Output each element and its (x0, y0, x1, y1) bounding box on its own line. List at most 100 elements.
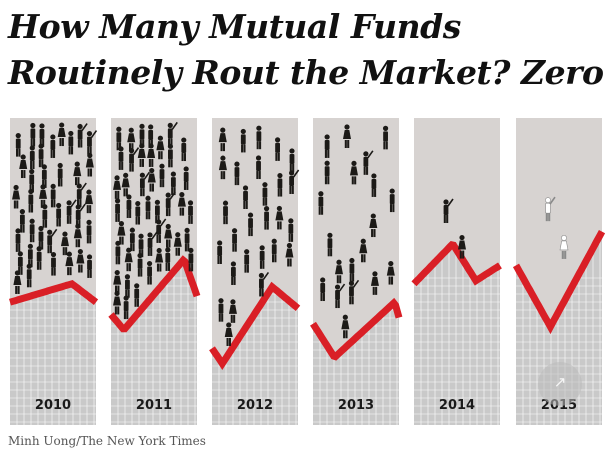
person-body (228, 304, 237, 314)
fund-figures (318, 124, 395, 339)
year-panel-2010: 2010 (9, 118, 99, 425)
person-body (349, 166, 358, 176)
person-body (335, 265, 344, 275)
person-body (559, 240, 569, 251)
person-head (289, 170, 295, 176)
person-body (458, 240, 466, 250)
person-head (15, 133, 21, 139)
person-body (86, 225, 92, 236)
person-body (19, 160, 28, 170)
person-head (459, 234, 465, 241)
person-body (28, 194, 34, 205)
person-head (15, 228, 21, 234)
person-head (66, 200, 72, 206)
person-body (156, 224, 162, 235)
person-body (121, 178, 130, 188)
year-panel-2011: 2011 (108, 118, 201, 425)
person-head (256, 125, 262, 131)
chart-title-line-1: How Many Mutual Funds (8, 7, 461, 46)
person-head (124, 274, 131, 280)
person-body (275, 211, 284, 221)
person-body (26, 269, 32, 280)
person-body (60, 237, 69, 247)
person-head (29, 218, 35, 224)
person-body (148, 129, 154, 140)
person-head (389, 188, 395, 194)
person-head (86, 219, 92, 225)
person-head (50, 134, 56, 140)
person-head (222, 200, 229, 206)
person-body (17, 256, 23, 267)
person-head (27, 243, 33, 249)
person-body (244, 254, 250, 265)
person-head (258, 272, 265, 279)
year-label-2014: 2014 (439, 398, 475, 413)
person-body (84, 195, 93, 205)
person-body (139, 178, 145, 189)
person-body (218, 303, 224, 314)
person-head (77, 248, 83, 255)
person-body (271, 244, 277, 255)
person-head (327, 232, 333, 238)
person-body (369, 219, 378, 229)
person-body (324, 166, 330, 177)
person-body (145, 201, 151, 212)
person-head (57, 162, 63, 169)
expand-button[interactable]: ↗ (538, 362, 582, 406)
person-body (137, 148, 146, 158)
person-body (275, 142, 280, 153)
person-body (181, 143, 187, 154)
person-body (320, 283, 326, 294)
person-body (156, 141, 165, 151)
person-head (74, 161, 80, 167)
person-head (159, 163, 165, 169)
expand-arrow-icon: ↗ (553, 373, 567, 391)
year-panel-2012: 2012 (209, 118, 301, 425)
market-trend-line (209, 281, 301, 370)
person-body (129, 153, 134, 164)
person-head (38, 225, 44, 232)
person-body (30, 128, 36, 139)
market-grid-area (313, 303, 399, 425)
person-body (51, 257, 56, 268)
person-head (259, 245, 265, 251)
person-raised-arm (79, 203, 86, 212)
person-head (217, 240, 223, 246)
person-body (184, 233, 190, 244)
person-head (123, 295, 129, 301)
person-body (129, 233, 135, 244)
person-head (370, 213, 376, 219)
person-head (114, 198, 121, 204)
person-head (77, 123, 83, 130)
person-head (181, 137, 187, 143)
person-body (165, 198, 171, 209)
person-raised-arm (70, 199, 77, 208)
person-body (232, 233, 237, 244)
person-body (168, 149, 173, 160)
person-head (443, 199, 449, 205)
person-raised-arm (90, 130, 98, 139)
person-head (56, 202, 62, 209)
person-head (320, 277, 326, 283)
person-head (157, 135, 164, 141)
person-head (68, 130, 74, 137)
person-head (342, 314, 348, 320)
person-body (68, 136, 74, 147)
person-raised-arm (51, 228, 58, 237)
person-head (29, 168, 35, 175)
person-body (443, 204, 449, 215)
person-body (47, 235, 53, 246)
person-head (175, 232, 181, 238)
person-head (14, 270, 21, 276)
person-body (224, 327, 233, 337)
person-head (220, 127, 226, 133)
person-body (218, 133, 227, 143)
person-body (155, 205, 160, 216)
person-head (114, 175, 120, 181)
person-body (371, 178, 377, 189)
person-head (47, 229, 53, 235)
person-body (77, 129, 83, 140)
person-body (370, 276, 379, 286)
year-panel-2014: 2014 (411, 118, 502, 425)
